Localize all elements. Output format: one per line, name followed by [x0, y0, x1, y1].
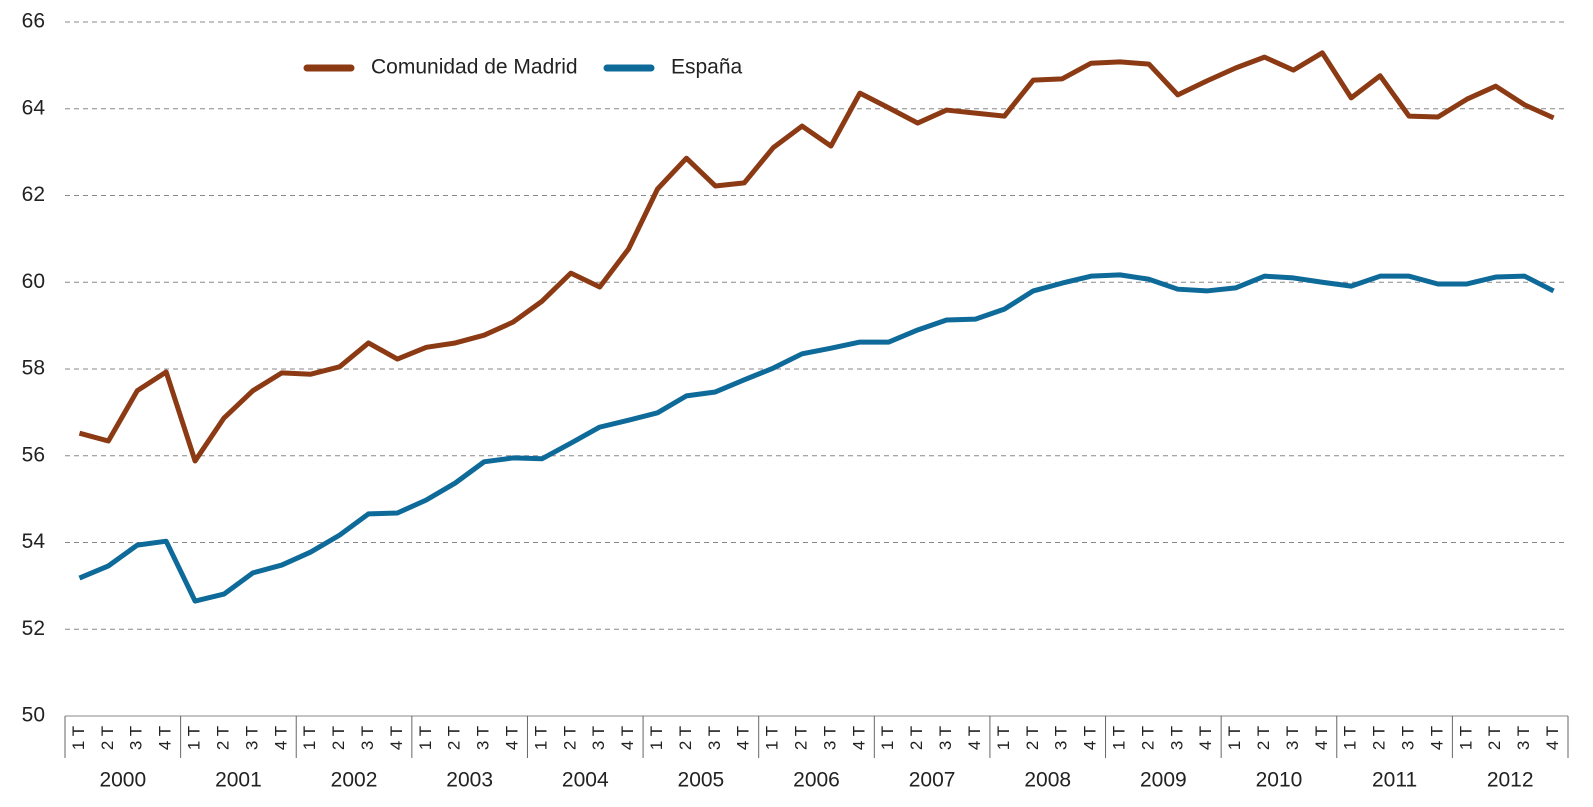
year-label: 2007 — [909, 769, 956, 792]
x-tick-label: 1 T — [1341, 726, 1360, 750]
year-label: 2001 — [215, 769, 262, 792]
x-tick-label: 2 T — [1485, 726, 1504, 750]
year-label: 2006 — [793, 769, 840, 792]
x-tick-label: 1 T — [531, 726, 550, 750]
x-tick-label: 3 T — [589, 726, 608, 750]
x-tick-label: 4 T — [271, 726, 290, 750]
x-tick-label: 4 T — [1427, 726, 1446, 750]
x-tick-label: 2 T — [1023, 726, 1042, 750]
x-tick-label: 4 T — [1543, 726, 1562, 750]
x-tick-label: 1 T — [185, 726, 204, 750]
x-tick-label: 2 T — [792, 726, 811, 750]
year-label: 2004 — [562, 769, 609, 792]
year-label: 2000 — [99, 769, 146, 792]
legend-label: España — [671, 56, 743, 79]
x-tick-label: 3 T — [936, 726, 955, 750]
y-tick-label: 66 — [22, 10, 45, 33]
x-tick-label: 3 T — [358, 726, 377, 750]
x-tick-label: 2 T — [329, 726, 348, 750]
x-tick-label: 1 T — [878, 726, 897, 750]
year-label: 2008 — [1024, 769, 1071, 792]
year-label: 2003 — [446, 769, 493, 792]
x-tick-label: 4 T — [965, 726, 984, 750]
y-tick-label: 60 — [22, 270, 45, 293]
y-tick-label: 54 — [22, 530, 46, 553]
x-tick-label: 1 T — [994, 726, 1013, 750]
x-tick-label: 1 T — [416, 726, 435, 750]
year-label: 2012 — [1487, 769, 1534, 792]
x-tick-label: 4 T — [849, 726, 868, 750]
y-tick-label: 62 — [22, 183, 45, 206]
x-tick-label: 4 T — [387, 726, 406, 750]
year-label: 2002 — [331, 769, 378, 792]
y-tick-label: 56 — [22, 443, 45, 466]
y-tick-label: 64 — [22, 96, 46, 119]
x-tick-label: 2 T — [676, 726, 695, 750]
x-tick-label: 2 T — [445, 726, 464, 750]
x-tick-label: 4 T — [618, 726, 637, 750]
x-tick-label: 3 T — [1283, 726, 1302, 750]
y-tick-label: 50 — [22, 704, 45, 727]
x-tick-label: 4 T — [1081, 726, 1100, 750]
x-tick-label: 2 T — [1138, 726, 1157, 750]
x-tick-label: 1 T — [1456, 726, 1475, 750]
year-label: 2005 — [678, 769, 725, 792]
x-tick-label: 3 T — [242, 726, 261, 750]
x-tick-label: 2 T — [560, 726, 579, 750]
x-tick-label: 3 T — [1167, 726, 1186, 750]
x-tick-label: 3 T — [1052, 726, 1071, 750]
x-tick-label: 4 T — [1312, 726, 1331, 750]
x-tick-label: 1 T — [1109, 726, 1128, 750]
x-tick-label: 3 T — [474, 726, 493, 750]
x-tick-label: 4 T — [734, 726, 753, 750]
x-tick-label: 2 T — [907, 726, 926, 750]
x-tick-label: 4 T — [156, 726, 175, 750]
year-label: 2010 — [1256, 769, 1303, 792]
x-tick-label: 4 T — [502, 726, 521, 750]
y-tick-label: 58 — [22, 357, 45, 380]
x-tick-label: 2 T — [213, 726, 232, 750]
x-tick-label: 1 T — [69, 726, 88, 750]
x-tick-label: 3 T — [705, 726, 724, 750]
x-tick-label: 3 T — [127, 726, 146, 750]
year-label: 2011 — [1372, 769, 1417, 792]
x-tick-label: 1 T — [647, 726, 666, 750]
x-tick-label: 3 T — [820, 726, 839, 750]
x-tick-label: 3 T — [1399, 726, 1418, 750]
y-tick-label: 52 — [22, 617, 45, 640]
line-series — [78, 50, 1555, 464]
x-tick-label: 2 T — [1254, 726, 1273, 750]
x-tick-label: 1 T — [1225, 726, 1244, 750]
x-tick-label: 2 T — [98, 726, 117, 750]
x-tick-label: 3 T — [1514, 726, 1533, 750]
legend-label: Comunidad de Madrid — [371, 56, 578, 79]
line-series — [78, 272, 1555, 604]
x-tick-label: 2 T — [1370, 726, 1389, 750]
x-tick-label: 4 T — [1196, 726, 1215, 750]
x-tick-label: 1 T — [763, 726, 782, 750]
year-label: 2009 — [1140, 769, 1187, 792]
x-tick-label: 1 T — [300, 726, 319, 750]
